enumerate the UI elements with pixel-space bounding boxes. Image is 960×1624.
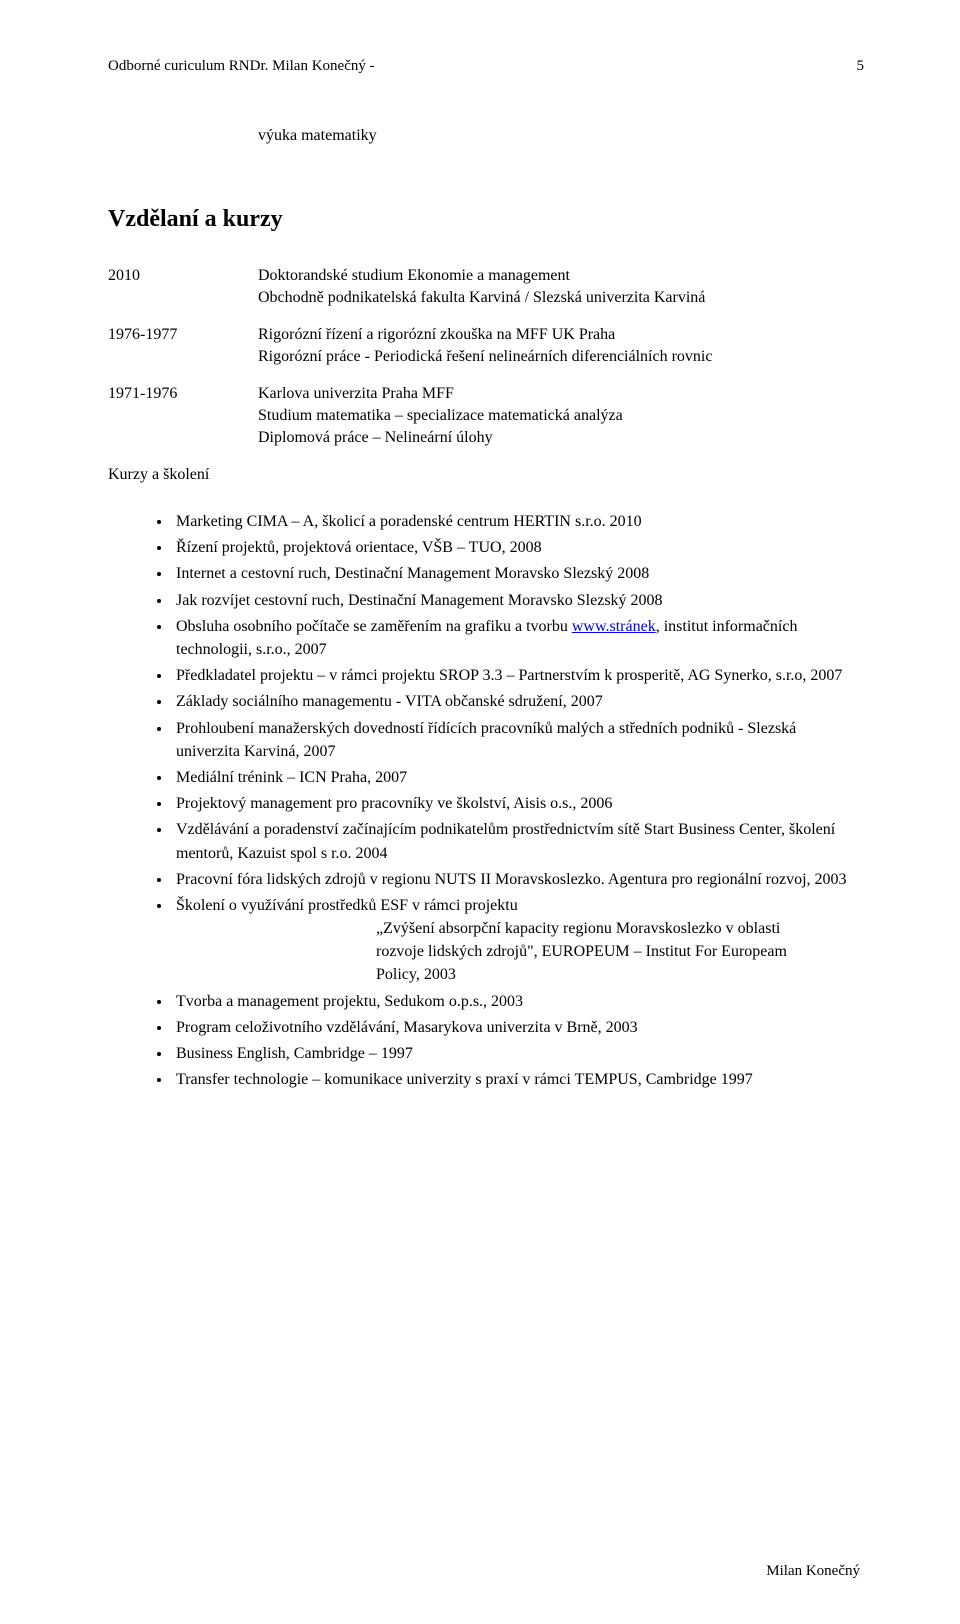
list-item: Marketing CIMA – A, školicí a poradenské…	[172, 510, 864, 533]
education-entry: 1976-1977Rigorózní řízení a rigorózní zk…	[108, 324, 864, 369]
entry-year: 2010	[108, 265, 258, 287]
bullet-subline: rozvoje lidských zdrojů", EUROPEUM – Ins…	[376, 940, 864, 963]
list-item: Školení o využívání prostředků ESF v rám…	[172, 894, 864, 987]
bullet-text: Program celoživotního vzdělávání, Masary…	[176, 1019, 638, 1036]
bullet-subline: „Zvýšení absorpční kapacity regionu Mora…	[376, 917, 864, 940]
bullet-text: Základy sociálního managementu - VITA ob…	[176, 693, 603, 710]
entry-year: 1971-1976	[108, 383, 258, 405]
list-item: Prohloubení manažerských dovedností řídí…	[172, 717, 864, 763]
bullet-text: Mediální trénink – ICN Praha, 2007	[176, 769, 407, 786]
entry-year: 1976-1977	[108, 324, 258, 346]
list-item: Řízení projektů, projektová orientace, V…	[172, 536, 864, 559]
bullet-text: Marketing CIMA – A, školicí a poradenské…	[176, 513, 642, 530]
list-item: Obsluha osobního počítače se zaměřením n…	[172, 615, 864, 661]
list-item: Pracovní fóra lidských zdrojů v regionu …	[172, 868, 864, 891]
bullet-text: Business English, Cambridge – 1997	[176, 1045, 413, 1062]
list-item: Projektový management pro pracovníky ve …	[172, 792, 864, 815]
list-item: Business English, Cambridge – 1997	[172, 1042, 864, 1065]
education-entry: 1971-1976Karlova univerzita Praha MFFStu…	[108, 383, 864, 450]
list-item: Základy sociálního managementu - VITA ob…	[172, 690, 864, 713]
bullet-text: Internet a cestovní ruch, Destinační Man…	[176, 565, 649, 582]
header-page-number: 5	[857, 56, 865, 77]
list-item: Internet a cestovní ruch, Destinační Man…	[172, 562, 864, 585]
list-item: Transfer technologie – komunikace univer…	[172, 1068, 864, 1091]
bullet-text: Vzdělávání a poradenství začínajícím pod…	[176, 821, 835, 861]
bullet-text-pre: Obsluha osobního počítače se zaměřením n…	[176, 618, 572, 635]
bullet-text: Jak rozvíjet cestovní ruch, Destinační M…	[176, 592, 663, 609]
list-item: Jak rozvíjet cestovní ruch, Destinační M…	[172, 589, 864, 612]
list-item: Tvorba a management projektu, Sedukom o.…	[172, 990, 864, 1013]
list-item: Program celoživotního vzdělávání, Masary…	[172, 1016, 864, 1039]
education-entry: 2010Doktorandské studium Ekonomie a mana…	[108, 265, 864, 310]
entry-line: Diplomová práce – Nelineární úlohy	[258, 427, 864, 449]
bullet-text: Řízení projektů, projektová orientace, V…	[176, 539, 542, 556]
list-item: Vzdělávání a poradenství začínajícím pod…	[172, 818, 864, 864]
bullet-text: Pracovní fóra lidských zdrojů v regionu …	[176, 871, 847, 888]
entry-line: Obchodně podnikatelská fakulta Karviná /…	[258, 287, 864, 309]
entry-text: Rigorózní řízení a rigorózní zkouška na …	[258, 324, 864, 369]
list-item: Mediální trénink – ICN Praha, 2007	[172, 766, 864, 789]
bullet-text: Školení o využívání prostředků ESF v rám…	[176, 897, 518, 914]
bullet-text: Tvorba a management projektu, Sedukom o.…	[176, 993, 523, 1010]
courses-label: Kurzy a školení	[108, 464, 864, 486]
section-heading: Vzdělaní a kurzy	[108, 203, 864, 237]
bullet-link[interactable]: www.stránek	[572, 618, 656, 635]
entry-line: Doktorandské studium Ekonomie a manageme…	[258, 265, 864, 287]
entry-text: Karlova univerzita Praha MFFStudium mate…	[258, 383, 864, 450]
header-left: Odborné curiculum RNDr. Milan Konečný -	[108, 56, 375, 77]
entry-text: Doktorandské studium Ekonomie a manageme…	[258, 265, 864, 310]
bullet-text: Předkladatel projektu – v rámci projektu…	[176, 667, 842, 684]
bullet-subline: Policy, 2003	[376, 963, 864, 986]
page-header: Odborné curiculum RNDr. Milan Konečný - …	[108, 56, 864, 77]
footer-name: Milan Konečný	[766, 1561, 860, 1582]
bullet-list: Marketing CIMA – A, školicí a poradenské…	[108, 510, 864, 1091]
bullet-text: Transfer technologie – komunikace univer…	[176, 1071, 753, 1088]
bullet-text: Projektový management pro pracovníky ve …	[176, 795, 612, 812]
entry-line: Studium matematika – specializace matema…	[258, 405, 864, 427]
entry-line: Rigorózní práce - Periodická řešení neli…	[258, 346, 864, 368]
education-entries: 2010Doktorandské studium Ekonomie a mana…	[108, 265, 864, 450]
bullet-text: Prohloubení manažerských dovedností řídí…	[176, 720, 796, 760]
entry-line: Karlova univerzita Praha MFF	[258, 383, 864, 405]
entry-line: Rigorózní řízení a rigorózní zkouška na …	[258, 324, 864, 346]
list-item: Předkladatel projektu – v rámci projektu…	[172, 664, 864, 687]
top-label: výuka matematiky	[258, 125, 864, 147]
